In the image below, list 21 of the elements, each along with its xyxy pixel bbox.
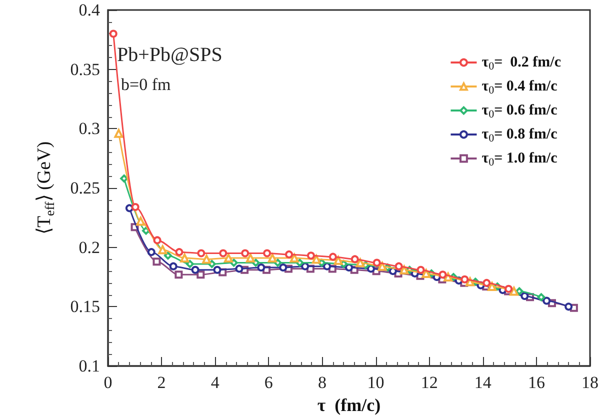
y-tick-label: 0.35 [70,60,100,79]
x-tick-label: 14 [474,373,492,392]
y-tick-label: 0.25 [70,178,100,198]
x-tick-label: 0 [104,373,112,392]
x-tick-label: 6 [264,373,273,392]
x-tick-label: 18 [582,373,598,392]
y-tick-label: 0.2 [78,238,100,257]
x-axis-title: τ (fm/c) [317,395,381,415]
x-tick-label: 4 [210,373,220,392]
y-tick-label: 0.3 [78,119,100,138]
annotation: b=0 fm [121,75,171,95]
y-tick-label: 0.4 [78,0,100,20]
y-axis-title: ⟨Teff⟩ (GeV) [34,141,57,235]
x-tick-label: 8 [318,373,326,392]
annotation: Pb+Pb@SPS [117,44,222,67]
x-tick-label: 16 [528,373,545,392]
x-tick-label: 12 [420,373,438,392]
y-tick-label: 0.1 [78,356,100,376]
y-tick-label: 0.15 [70,297,100,316]
x-tick-label: 10 [367,373,384,392]
x-tick-label: 2 [157,373,166,392]
